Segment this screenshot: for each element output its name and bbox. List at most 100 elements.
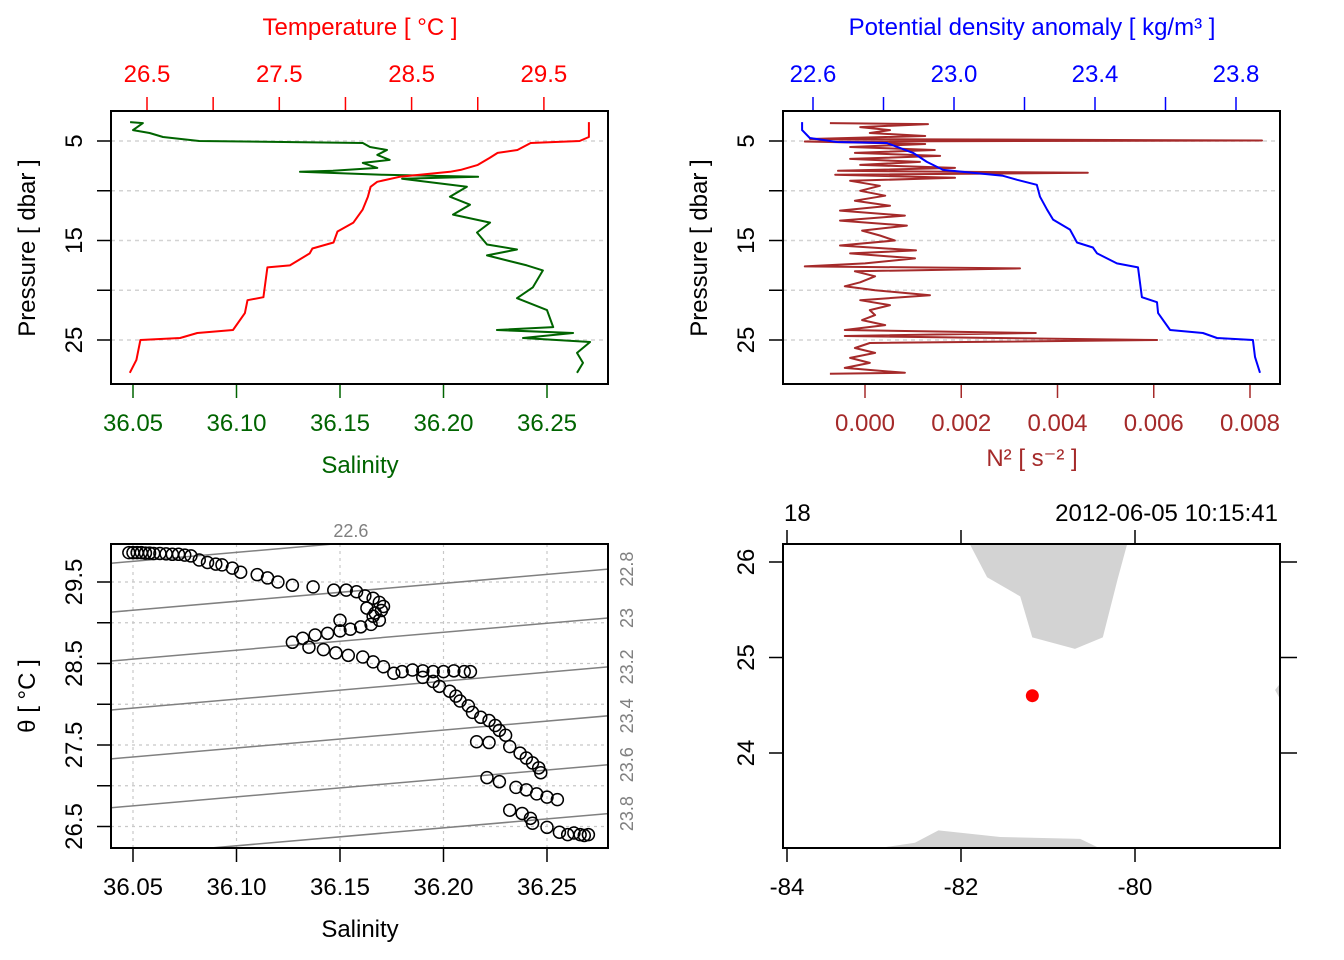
ts-point <box>285 578 300 593</box>
ts-point <box>225 561 240 575</box>
ts-point <box>343 622 358 637</box>
longitude-tick-label: -84 <box>770 874 805 901</box>
isopycnal-label: 23.2 <box>617 649 637 684</box>
ts-point <box>449 689 463 703</box>
ts-point <box>339 583 353 597</box>
ts-point <box>372 613 387 628</box>
ts-point <box>341 648 356 663</box>
temperature-tick-label: 27.5 <box>256 61 303 88</box>
n2-tick-label: 0.008 <box>1220 410 1280 437</box>
isopycnal-line <box>202 812 608 848</box>
map-frame <box>782 543 1281 849</box>
land-cuba <box>879 830 1100 848</box>
plot-frame <box>110 543 609 849</box>
ts-point <box>426 664 440 679</box>
ts-point <box>498 728 513 742</box>
n2-profile-line <box>803 122 1263 375</box>
ts-point <box>200 555 215 570</box>
isopycnal-label: 22.6 <box>333 521 368 541</box>
ts-point <box>509 780 523 795</box>
ts-point <box>327 583 341 597</box>
ts-point <box>540 820 554 835</box>
longitude-tick-label: -82 <box>944 874 979 901</box>
ts-point <box>502 803 517 817</box>
ts-point <box>387 666 401 681</box>
ts-point <box>395 664 409 679</box>
salinity-tick-label: 36.05 <box>103 410 163 437</box>
ts-point <box>142 546 157 560</box>
isopycnal-label: 23.4 <box>617 698 637 733</box>
pressure-tick-label: 5 <box>61 134 88 147</box>
pressure-axis-title-2: Pressure [ dbar ] <box>686 159 713 336</box>
salinity-tick-label: 36.20 <box>413 874 473 901</box>
ts-point <box>364 617 378 632</box>
isopycnal-label: 23 <box>617 608 637 628</box>
salinity-tick-label: 36.10 <box>206 874 266 901</box>
ts-point <box>552 825 567 839</box>
ts-point <box>480 770 494 785</box>
latitude-tick-label: 26 <box>733 549 760 576</box>
land-bahamas <box>1275 683 1280 699</box>
density-axis-title: Potential density anomaly [ kg/m³ ] <box>849 14 1216 41</box>
ts-point <box>349 585 364 599</box>
ts-point <box>376 660 391 674</box>
temperature-tick-label: 29.5 <box>521 61 568 88</box>
theta-tick-label: 29.5 <box>61 559 88 606</box>
plot-frame <box>782 110 1281 385</box>
salinity-tick-label: 36.25 <box>517 410 577 437</box>
ts-point <box>302 640 316 654</box>
ts-salinity-axis-title: Salinity <box>321 916 398 943</box>
temperature-tick-label: 26.5 <box>124 61 171 88</box>
ts-point <box>184 549 198 563</box>
salinity-tick-label: 36.10 <box>206 410 266 437</box>
ts-point <box>405 663 420 677</box>
ts-point <box>333 624 347 638</box>
theta-tick-label: 27.5 <box>61 722 88 769</box>
isopycnal-line <box>111 568 608 613</box>
ts-diagram-panel: 36.05 36.10 36.15 36.20 36.25 26.5 27.5 28.5 29.… <box>61 521 637 901</box>
density-profile-line <box>801 122 1261 374</box>
ts-point <box>502 739 517 754</box>
pressure-tick-label: 25 <box>61 327 88 354</box>
ts-point <box>469 734 484 749</box>
n2-axis-title: N² [ s⁻² ] <box>986 445 1077 472</box>
density-n2-profile-panel: 5 15 25 22.6 23.0 23.4 23.8 0.000 0.002 0.004 0.00… <box>733 61 1281 437</box>
ts-point <box>550 792 565 807</box>
n2-tick-label: 0.000 <box>835 410 895 437</box>
density-tick-label: 23.0 <box>931 61 978 88</box>
ts-point <box>474 710 488 725</box>
ts-point <box>463 664 478 679</box>
isopycnal-line <box>111 715 608 760</box>
density-tick-label: 23.4 <box>1072 61 1119 88</box>
pressure-tick-label: 15 <box>61 227 88 254</box>
temperature-profile-line <box>128 122 590 374</box>
pressure-tick-label: 5 <box>733 134 760 147</box>
pressure-axis-title: Pressure [ dbar ] <box>14 159 41 336</box>
station-number: 18 <box>784 500 811 527</box>
isopycnal-label: 22.8 <box>617 552 637 587</box>
ts-point <box>308 628 322 642</box>
plot-frame <box>110 110 609 385</box>
ts-point <box>233 565 248 579</box>
ts-point <box>492 774 507 789</box>
land-florida <box>969 544 1128 649</box>
latitude-tick-label: 25 <box>733 644 760 671</box>
temperature-tick-label: 28.5 <box>388 61 435 88</box>
isopycnal-line <box>111 617 608 662</box>
salinity-tick-label: 36.05 <box>103 874 163 901</box>
station-map-panel: -84 -82 -80 24 25 26 <box>733 530 1297 901</box>
ts-point <box>436 664 451 679</box>
ts-point <box>306 580 320 594</box>
salinity-tick-label: 36.25 <box>517 874 577 901</box>
ts-point <box>540 790 554 804</box>
temperature-salinity-profile-panel: 5 15 25 26.5 27.5 28.5 29.5 36.05 36.10 36.15 36.2… <box>61 61 609 437</box>
n2-tick-label: 0.004 <box>1027 410 1087 437</box>
ts-point <box>416 664 430 678</box>
pressure-tick-label: 25 <box>733 327 760 354</box>
theta-axis-title: θ [ °C ] <box>14 659 41 733</box>
ts-point <box>447 664 461 678</box>
ts-point <box>482 735 496 750</box>
density-tick-label: 22.6 <box>790 61 837 88</box>
n2-tick-label: 0.006 <box>1124 410 1184 437</box>
